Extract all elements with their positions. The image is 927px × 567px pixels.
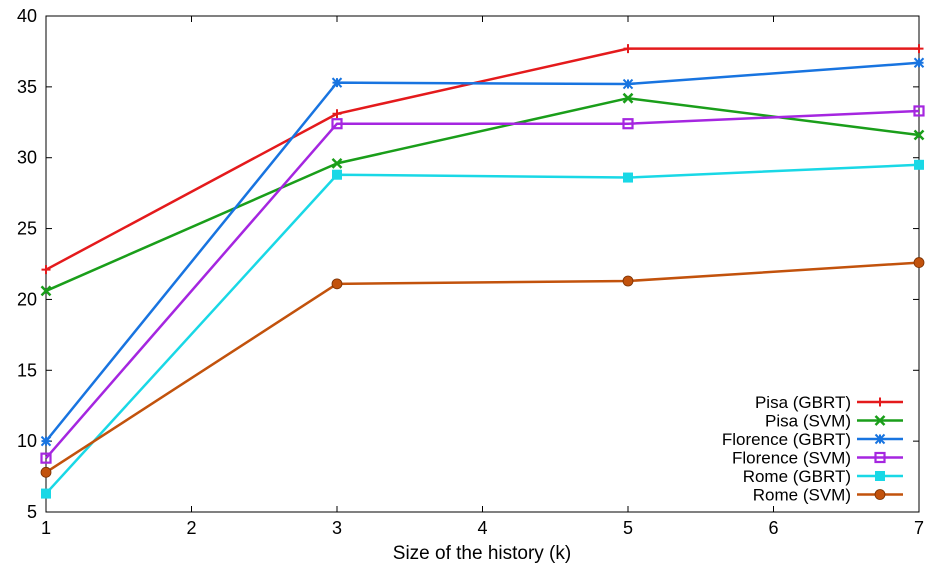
y-tick-label-1: 10 (17, 431, 37, 451)
x-axis-label: Size of the history (k) (393, 543, 571, 564)
data-point-3-0 (40, 452, 52, 464)
data-point-2-1 (331, 77, 343, 88)
legend-label-4: Rome (GBRT) (743, 467, 851, 486)
y-tick-label-3: 20 (17, 289, 37, 309)
series-line-4 (45, 163, 920, 495)
data-point-3-1 (331, 118, 343, 130)
legend-marker-5 (874, 489, 886, 500)
data-point-0-2 (623, 44, 633, 54)
series-lines (45, 47, 920, 495)
data-point-1-0 (40, 285, 52, 297)
data-point-3-3 (913, 105, 925, 117)
data-point-3-2 (622, 118, 634, 130)
x-tick-label-1: 2 (186, 518, 196, 538)
legend-marker-0 (875, 397, 885, 407)
legend-marker-2 (874, 433, 886, 445)
series-line-0 (45, 47, 919, 271)
data-point-1-1 (331, 157, 343, 169)
data-point-0-1 (332, 109, 342, 119)
data-point-4-2 (623, 172, 633, 183)
series-line-2 (45, 61, 920, 442)
x-tick-label-6: 7 (914, 518, 924, 538)
data-point-5-3 (913, 257, 925, 268)
legend-label-3: Florence (SVM) (732, 449, 851, 468)
y-tick-label-7: 40 (17, 6, 37, 26)
data-point-0-0 (41, 265, 51, 275)
data-point-4-3 (914, 159, 924, 170)
series-line-3 (45, 109, 920, 459)
series-line-1 (45, 96, 920, 293)
legend-label-0: Pisa (GBRT) (755, 393, 851, 412)
x-tick-label-2: 3 (332, 518, 342, 538)
y-tick-label-6: 35 (17, 77, 37, 97)
y-tick-label-5: 30 (17, 148, 37, 168)
legend-label-1: Pisa (SVM) (765, 412, 851, 431)
y-tick-label-2: 15 (17, 360, 37, 380)
data-point-5-0 (40, 466, 52, 478)
tick-labels: 1 2 3 4 5 6 7 5 10 15 20 25 30 35 40 (17, 6, 924, 538)
legend-marker-1 (874, 415, 886, 426)
y-tick-label-0: 5 (27, 502, 37, 522)
legend-label-2: Florence (GBRT) (722, 430, 851, 449)
data-point-0-3 (914, 44, 924, 54)
data-point-5-1 (331, 278, 343, 290)
legend: Pisa (GBRT)Pisa (SVM)Florence (GBRT)Flor… (722, 393, 903, 505)
data-point-1-2 (622, 92, 634, 104)
x-tick-label-5: 6 (768, 518, 778, 538)
data-point-5-2 (622, 275, 634, 287)
data-point-1-3 (913, 129, 925, 141)
legend-label-5: Rome (SVM) (753, 486, 851, 505)
x-tick-label-0: 1 (41, 518, 51, 538)
legend-marker-4 (875, 471, 885, 481)
data-point-2-0 (40, 435, 52, 447)
data-point-4-0 (41, 488, 51, 499)
data-point-4-1 (332, 169, 342, 180)
data-point-2-3 (913, 57, 925, 68)
x-tick-label-3: 4 (477, 518, 487, 538)
y-tick-label-4: 25 (17, 219, 37, 239)
series-markers (40, 44, 925, 499)
x-tick-label-4: 5 (623, 518, 633, 538)
legend-marker-3 (874, 451, 886, 464)
data-point-2-2 (622, 78, 634, 90)
series-line-5 (45, 261, 920, 474)
